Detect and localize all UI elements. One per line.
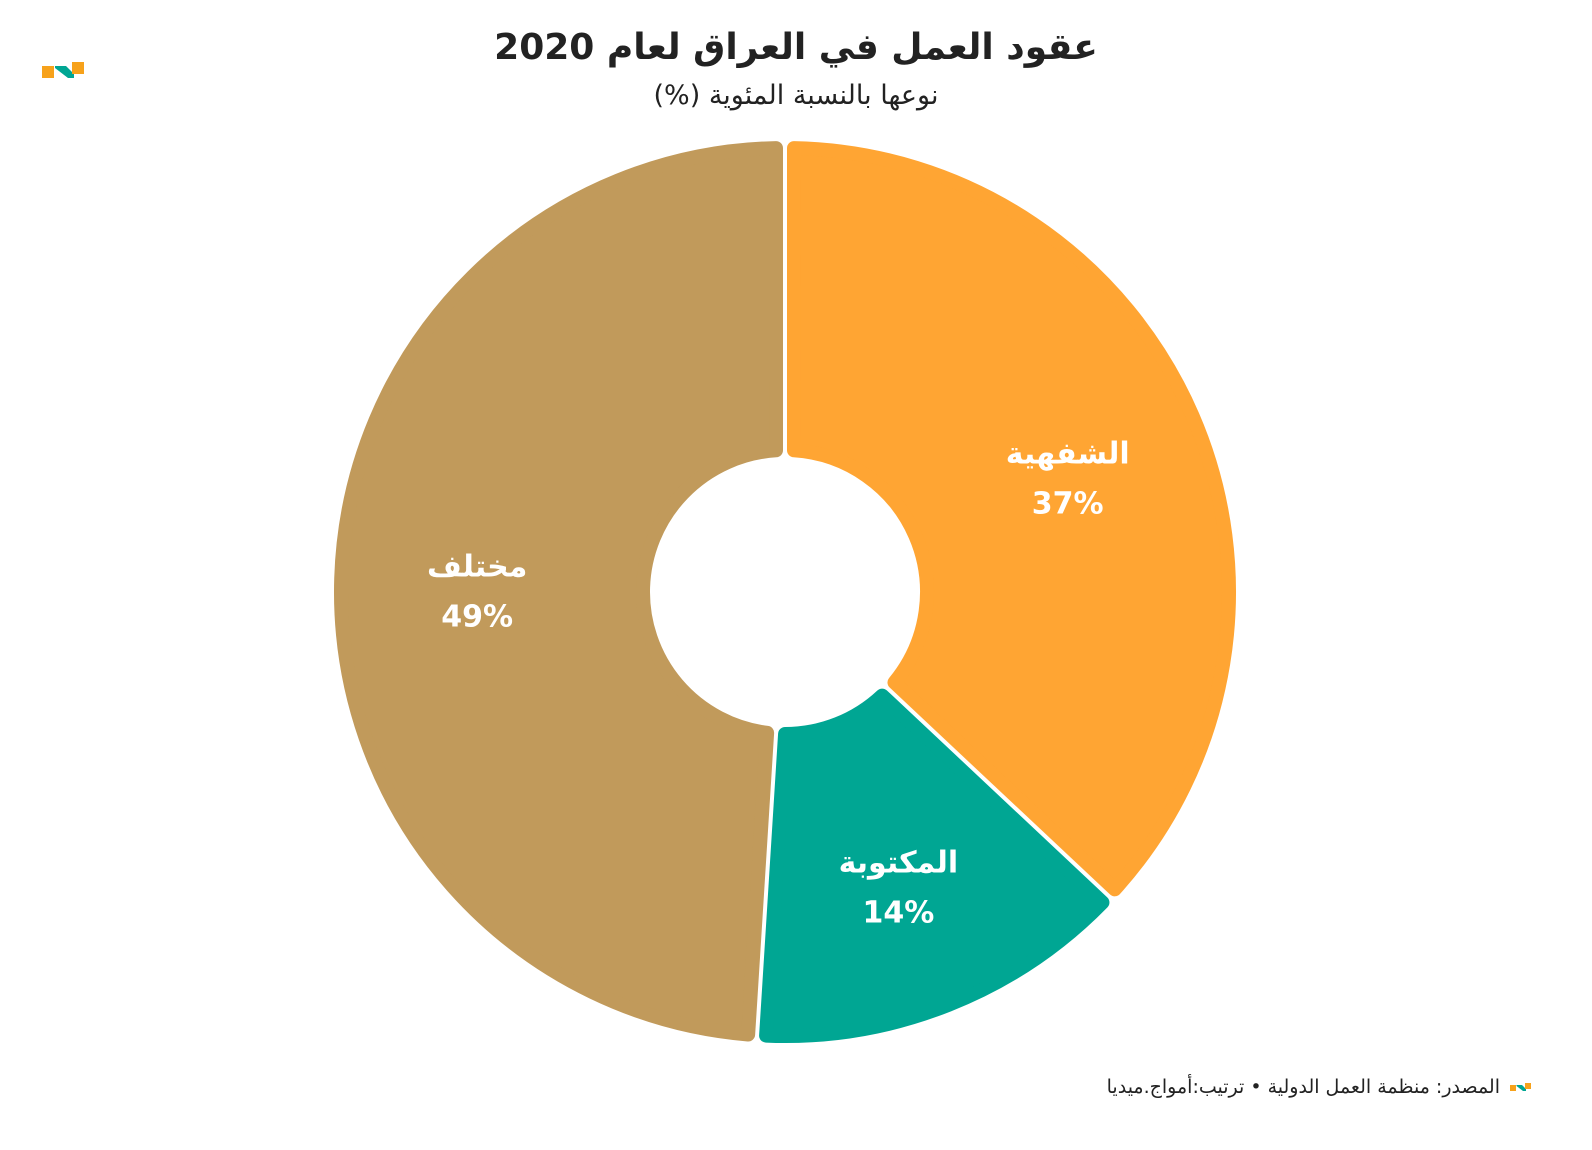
brand-logo-icon — [42, 62, 84, 78]
donut-slice-2 — [334, 141, 784, 1042]
chart-title: عقود العمل في العراق لعام 2020 — [494, 27, 1098, 68]
slice-label-1: المكتوبة — [839, 845, 959, 880]
chart-subtitle: نوعها بالنسبة المئوية (%) — [653, 80, 939, 111]
slice-value-label-1: 14% — [862, 895, 934, 930]
slice-value-label-2: 49% — [441, 599, 513, 634]
slice-value-label-0: 37% — [1032, 487, 1104, 522]
brand-logo-small-icon — [1510, 1083, 1531, 1091]
slice-label-2: مختلف — [427, 549, 527, 584]
source-note: المصدر: منظمة العمل الدولية • ترتيب:أموا… — [1106, 1076, 1500, 1098]
slice-label-0: الشفهية — [1006, 437, 1130, 472]
donut-slice-0 — [786, 141, 1236, 897]
footer: المصدر: منظمة العمل الدولية • ترتيب:أموا… — [1107, 1072, 1532, 1102]
donut-slice-1 — [759, 688, 1110, 1043]
